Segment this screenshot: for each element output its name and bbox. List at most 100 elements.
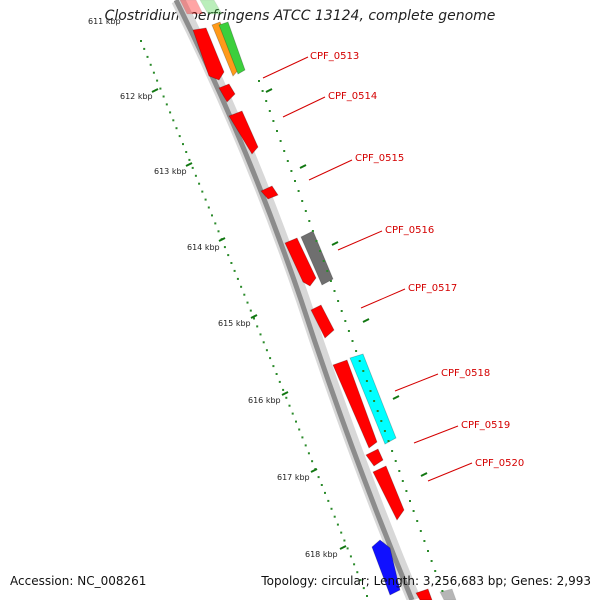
gene-top-green <box>199 0 223 15</box>
scale-dot-3 <box>149 63 152 66</box>
outer-dot-25 <box>347 330 350 332</box>
gene-cpf-0516-gray <box>300 230 334 286</box>
outer-dot-17 <box>319 250 322 252</box>
scale-dot-44 <box>282 388 285 391</box>
outer-dot-34 <box>380 420 383 422</box>
scale-dot-53 <box>311 460 314 463</box>
outer-dot-49 <box>434 570 437 572</box>
outer-dot-9 <box>290 170 293 172</box>
outer-dot-43 <box>412 510 415 512</box>
leader-cpf-0516 <box>337 230 383 251</box>
gene-label-cpf-0514: CPF_0514 <box>328 91 377 102</box>
genome-summary-text: Topology: circular; Length: 3,256,683 bp… <box>261 574 591 588</box>
leader-cpf-0517 <box>360 288 406 309</box>
outer-dot-24 <box>344 320 347 322</box>
outer-dot-41 <box>405 490 408 492</box>
scale-dot-62 <box>340 531 343 534</box>
kbp-label-616: 616 kbp <box>248 396 281 405</box>
outer-dot-28 <box>358 360 361 362</box>
gene-label-cpf-0518: CPF_0518 <box>441 368 490 379</box>
scale-dot-56 <box>320 484 323 486</box>
scale-dot-48 <box>295 420 297 423</box>
scale-dot-17 <box>194 174 197 177</box>
map-title: Clostridium perfringens ATCC 13124, comp… <box>104 8 496 24</box>
outer-dot-45 <box>419 530 422 532</box>
scale-dot-36 <box>256 325 259 328</box>
scale-dot-6 <box>159 87 162 90</box>
scale-dot-9 <box>169 111 172 114</box>
scale-dot-31 <box>240 285 243 288</box>
scale-dot-66 <box>353 563 356 566</box>
outer-dot-42 <box>409 500 411 502</box>
outer-dot-7 <box>283 150 286 152</box>
gene-cpf-0513-green <box>218 21 246 75</box>
scale-dot-59 <box>330 507 333 510</box>
scale-dot-39 <box>265 349 268 352</box>
scale-dot-5 <box>156 79 159 82</box>
kbp-label-618: 618 kbp <box>305 550 338 559</box>
scale-dot-12 <box>178 135 181 138</box>
outer-dot-29 <box>362 370 365 372</box>
scale-dot-61 <box>336 523 339 526</box>
scale-dot-24 <box>217 230 220 233</box>
outer-dot-27 <box>355 350 358 352</box>
gene-cpf-0513 <box>192 27 225 81</box>
scale-dot-50 <box>301 436 304 439</box>
scale-dot-70 <box>366 595 368 597</box>
outer-dot-22 <box>337 300 340 302</box>
outer-dot-13 <box>304 210 307 212</box>
scale-dot-63 <box>343 539 346 542</box>
scale-dot-49 <box>298 428 301 431</box>
outer-dot-44 <box>416 520 419 522</box>
outer-dot-30 <box>365 380 368 382</box>
outer-dot-48 <box>430 560 433 562</box>
scale-dot-51 <box>304 444 307 447</box>
kbp-label-612: 612 kbp <box>120 92 153 101</box>
outer-dot-12 <box>301 200 304 202</box>
leader-cpf-0515 <box>308 159 353 181</box>
outer-dot-4 <box>272 120 275 122</box>
scale-dot-26 <box>223 246 226 249</box>
scale-dot-1 <box>143 47 146 50</box>
outer-dot-10 <box>294 180 296 182</box>
kbp-tick-1 <box>185 162 193 167</box>
scale-dot-20 <box>204 198 207 201</box>
kbp-tick-2 <box>218 237 226 242</box>
kbp-label-613: 613 kbp <box>154 167 187 176</box>
outer-dot-8 <box>286 160 289 162</box>
scale-dot-27 <box>227 254 230 257</box>
scale-ticks <box>151 88 428 550</box>
scale-dot-23 <box>214 222 217 225</box>
scale-dot-34 <box>249 309 252 312</box>
gene-cpf-0519 <box>332 359 378 449</box>
kbp-tick-6 <box>339 545 347 550</box>
gene-blue <box>371 539 401 596</box>
gene-bottom-red <box>415 588 433 600</box>
gene-cpf-0520 <box>365 448 384 467</box>
kbp-label-617: 617 kbp <box>277 473 310 482</box>
scale-dot-18 <box>198 182 201 185</box>
scale-dot-2 <box>146 55 149 58</box>
scale-dot-47 <box>291 412 294 415</box>
scale-dot-64 <box>346 547 349 550</box>
scale-dot-52 <box>307 452 310 455</box>
outer-tick-0 <box>265 88 273 93</box>
leader-cpf-0520 <box>427 462 473 482</box>
outer-dot-37 <box>391 450 394 452</box>
outer-dot-19 <box>326 270 329 272</box>
scale-dot-45 <box>285 396 288 399</box>
kbp-tick-4 <box>281 391 289 396</box>
outer-dot-47 <box>427 550 429 552</box>
gene-cpf-0518 <box>310 304 335 339</box>
outer-dot-3 <box>268 110 271 112</box>
gene-cpf-0514 <box>218 83 236 103</box>
scale-dot-4 <box>152 71 155 74</box>
outer-dot-14 <box>308 220 311 222</box>
leader-cpf-0519 <box>413 425 459 444</box>
outer-dot-39 <box>398 470 401 472</box>
outer-dot-5 <box>276 130 278 132</box>
scale-dot-15 <box>188 158 191 161</box>
outer-dot-36 <box>387 440 390 442</box>
outer-dot-51 <box>441 590 444 592</box>
